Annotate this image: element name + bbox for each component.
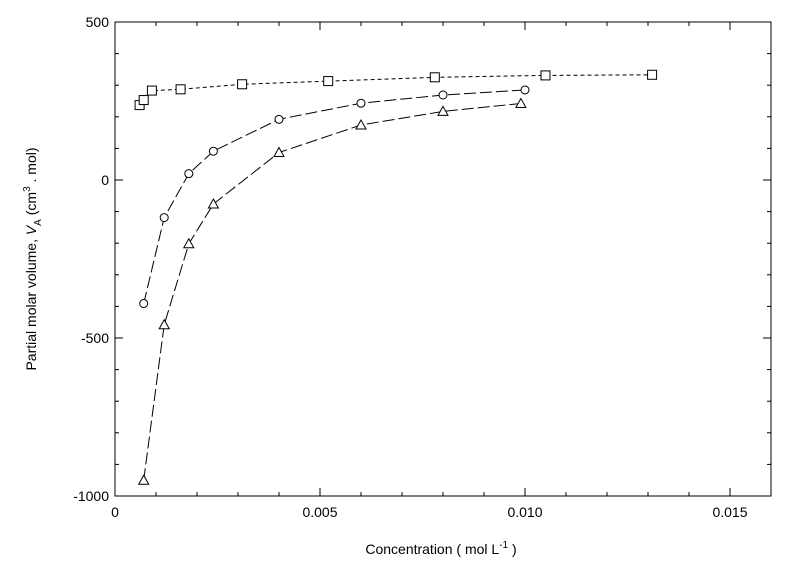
y-axis-title-sup: 3 — [22, 186, 33, 192]
series-triangle-point — [137, 474, 150, 485]
y-tick-label: -500 — [81, 330, 109, 346]
series-square-point — [175, 84, 186, 95]
y-axis-title-tail: . mol) — [23, 147, 39, 186]
y-axis-title: Partial molar volume, VA (cm3 . mol) — [22, 147, 44, 370]
x-axis-ticks: 0 0.005 0.010 0.015 — [111, 22, 772, 520]
series-circle-point — [208, 146, 218, 156]
series-circle-point — [184, 169, 194, 179]
y-tick-label: 0 — [101, 172, 109, 188]
series-square-point — [138, 95, 149, 106]
series-square-point — [429, 72, 440, 83]
series-square-line — [139, 74, 653, 106]
series-circle-point — [159, 213, 169, 223]
series-circle-point — [438, 90, 448, 100]
x-tick-label: 0.005 — [302, 504, 337, 520]
x-axis-title-sup: -1 — [499, 540, 508, 551]
series-square-point — [323, 76, 334, 87]
y-tick-label: 500 — [86, 14, 110, 30]
series-circle-point — [139, 299, 149, 309]
series-circle-point — [356, 98, 366, 108]
y-axis-ticks: -1000 -500 0 500 — [73, 14, 771, 504]
series-circle-point — [520, 85, 530, 95]
series-circle-point — [274, 114, 284, 124]
series-triangle-point — [515, 97, 527, 108]
series-triangle-point — [437, 105, 449, 116]
series-triangle-point — [182, 237, 195, 249]
x-axis-title: Concentration ( mol L-1 ) — [365, 540, 516, 557]
series-triangle-line — [143, 103, 521, 481]
series-square-point — [237, 79, 248, 90]
series-triangle-point — [355, 118, 367, 130]
x-tick-label: 0.015 — [712, 504, 747, 520]
series-square-point — [540, 70, 551, 81]
y-tick-label: -1000 — [73, 488, 109, 504]
series-square-point — [647, 69, 658, 80]
y-axis-title-var: V — [23, 224, 39, 235]
series-triangle-point — [207, 197, 220, 209]
series-square-point — [146, 85, 157, 96]
x-tick-label: 0.010 — [507, 504, 542, 520]
x-axis-title-tail: ) — [508, 541, 517, 557]
y-axis-title-open: (cm — [23, 192, 39, 219]
series-triangle-point — [273, 146, 285, 157]
series-triangle-point — [158, 318, 171, 330]
x-tick-label: 0 — [111, 504, 119, 520]
y-axis-title-sub: A — [33, 219, 44, 226]
series-layer — [134, 69, 658, 485]
series-circle-line — [143, 89, 526, 304]
